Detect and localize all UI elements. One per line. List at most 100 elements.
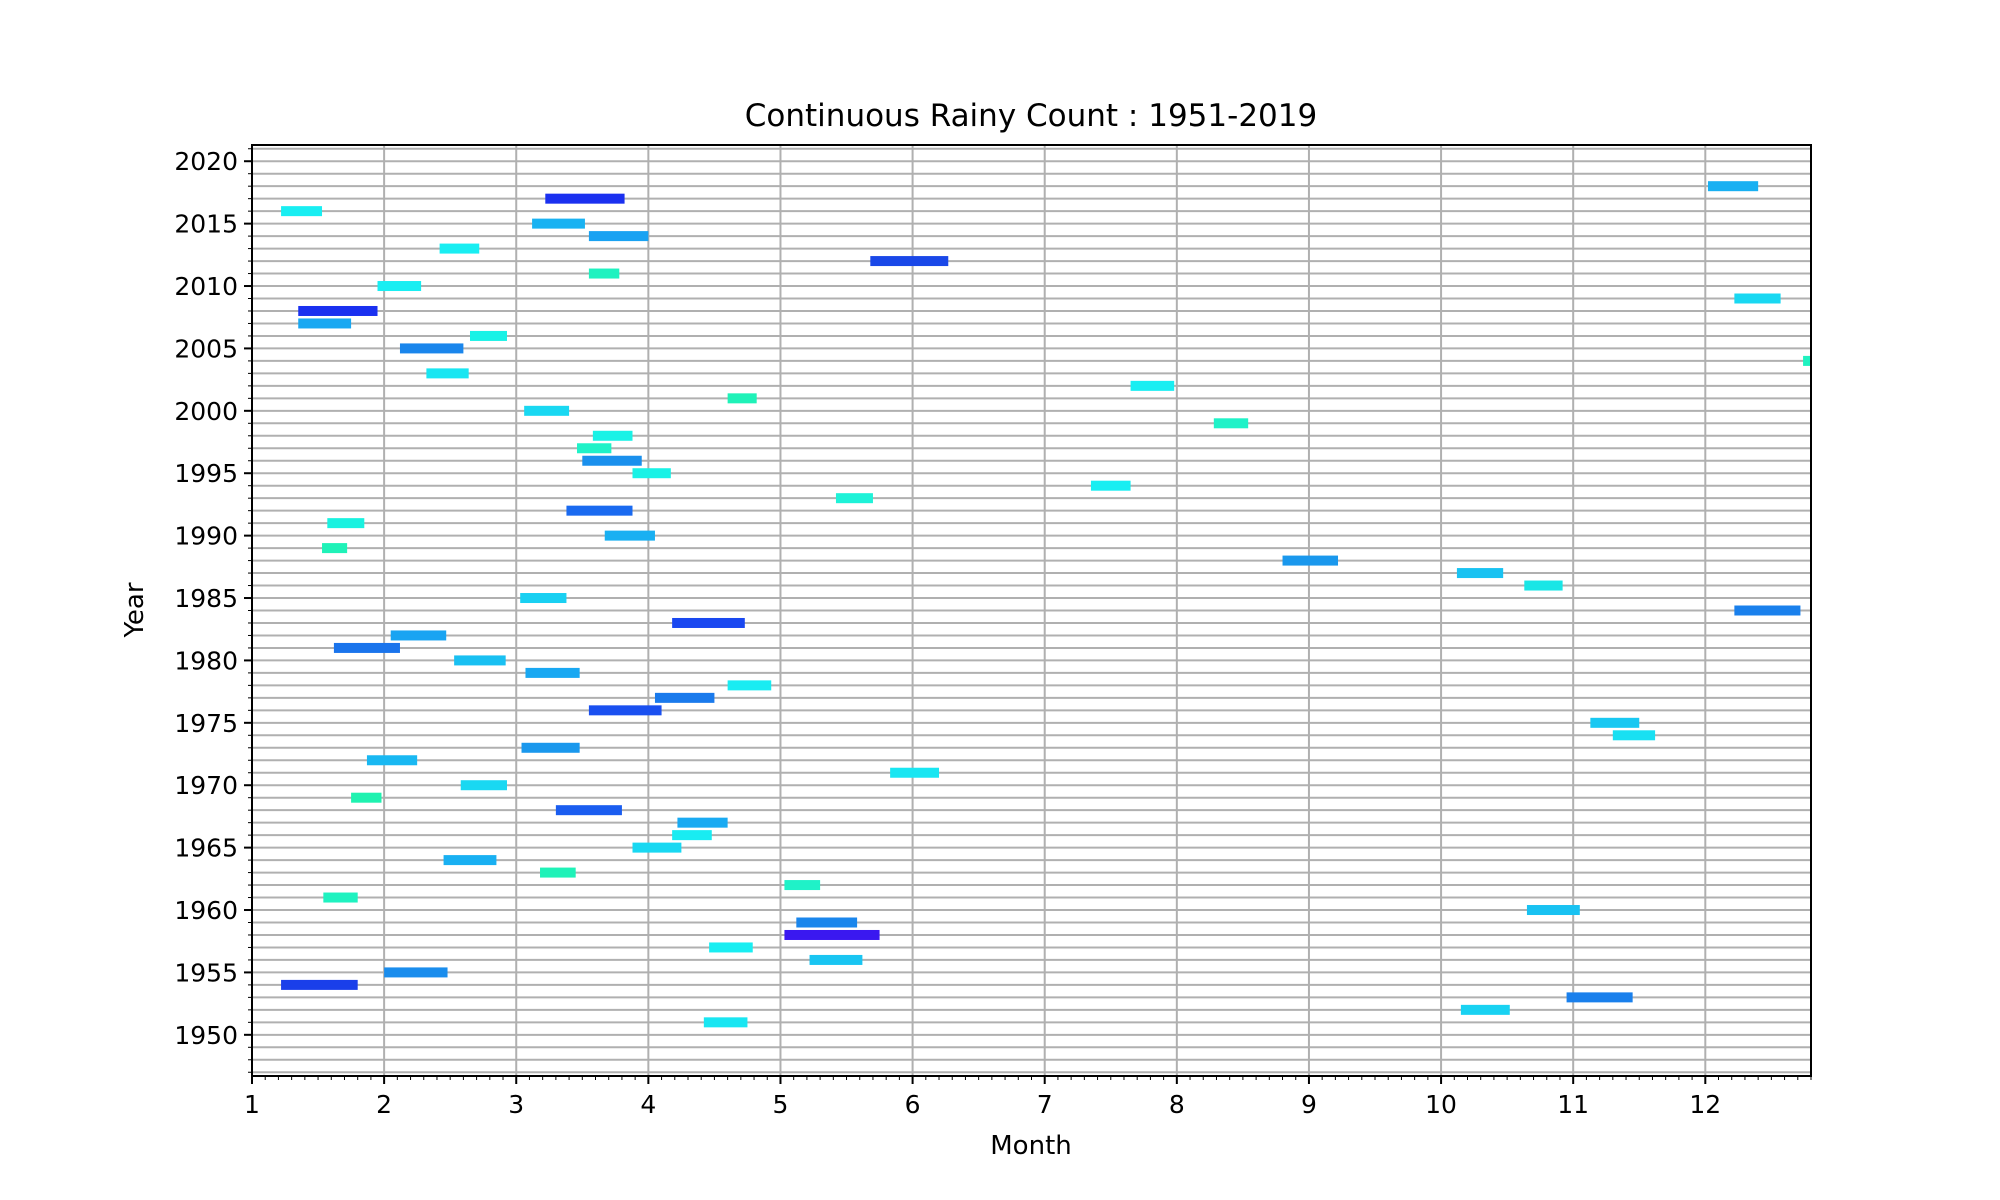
y-tick-label: 1955 <box>174 958 238 987</box>
rain-segment <box>1456 568 1504 579</box>
rain-segment <box>1734 605 1801 616</box>
rain-segment <box>588 705 662 716</box>
rain-segment <box>521 742 580 753</box>
ticks-layer: 1 2 3 4 5 6 7 8 9 10 11 121950195519601965197019751… <box>174 147 1812 1119</box>
rain-segment <box>281 979 358 990</box>
rain-segment <box>566 505 633 516</box>
x-tick-label: 10 <box>1425 1090 1457 1119</box>
x-tick-label: 8 <box>1169 1090 1185 1119</box>
rain-segment <box>322 543 348 554</box>
rain-segment <box>1612 730 1656 741</box>
y-tick-label: 1950 <box>174 1021 238 1050</box>
rain-segment <box>870 256 949 267</box>
rain-segment <box>540 867 576 878</box>
x-tick-label: 1 <box>244 1090 260 1119</box>
rain-segment <box>460 780 507 791</box>
x-tick-label: 6 <box>905 1090 921 1119</box>
rain-segment <box>592 430 633 441</box>
rain-segment <box>703 1017 748 1028</box>
x-tick-label: 11 <box>1557 1090 1589 1119</box>
y-tick-label: 1970 <box>174 771 238 800</box>
rain-segment <box>588 231 649 242</box>
rain-segment <box>588 268 620 279</box>
y-tick-label: 1990 <box>174 522 238 551</box>
rain-segment <box>582 455 642 466</box>
y-tick-label: 1960 <box>174 896 238 925</box>
rain-segment <box>784 880 821 891</box>
rain-segment <box>366 755 418 766</box>
rain-segment <box>384 967 448 978</box>
rain-segment <box>351 792 382 803</box>
y-tick-label: 1985 <box>174 584 238 613</box>
rain-segment <box>727 680 772 691</box>
rain-segment <box>298 305 378 316</box>
y-tick-label: 1965 <box>174 834 238 863</box>
rain-segment <box>1526 905 1580 916</box>
rain-segment <box>545 193 625 204</box>
rain-segment <box>890 767 940 778</box>
segments-layer <box>281 181 1811 1028</box>
y-tick-label: 1995 <box>174 459 238 488</box>
rain-segment <box>1524 580 1563 591</box>
rain-segment <box>399 343 464 354</box>
x-tick-label: 4 <box>640 1090 656 1119</box>
rain-segment <box>323 892 358 903</box>
rain-segment <box>1566 992 1633 1003</box>
y-tick-label: 2005 <box>174 334 238 363</box>
rain-segment <box>632 842 682 853</box>
rain-segment <box>443 855 497 866</box>
y-axis-title: Year <box>120 582 150 638</box>
y-tick-label: 2020 <box>174 147 238 176</box>
rain-segment <box>426 368 469 379</box>
chart-title: Continuous Rainy Count : 1951-2019 <box>745 98 1317 134</box>
rain-segment <box>1213 418 1249 429</box>
rain-segment <box>439 243 480 254</box>
x-tick-label: 9 <box>1301 1090 1317 1119</box>
rain-segment <box>784 929 880 940</box>
x-tick-label: 7 <box>1037 1090 1053 1119</box>
rain-segment <box>1460 1004 1510 1015</box>
rain-segment <box>632 468 671 479</box>
x-tick-label: 2 <box>376 1090 392 1119</box>
y-tick-label: 2000 <box>174 397 238 426</box>
x-axis-title: Month <box>990 1131 1072 1161</box>
rain-segment <box>809 954 863 965</box>
rain-segment <box>1734 293 1781 304</box>
rain-segment <box>1282 555 1339 566</box>
rain-segment <box>1590 717 1640 728</box>
x-tick-label: 3 <box>508 1090 524 1119</box>
rain-segment <box>835 493 873 504</box>
rain-segment <box>390 630 447 641</box>
rain-segment <box>520 593 567 604</box>
rain-segment <box>709 942 753 953</box>
grid-layer <box>251 145 1811 1076</box>
rain-segment <box>469 330 507 341</box>
rain-segment <box>677 817 728 828</box>
rain-segment <box>1130 380 1175 391</box>
rain-segment <box>524 405 570 416</box>
rain-segment <box>327 518 365 529</box>
rain-segment <box>555 805 622 816</box>
y-tick-label: 2015 <box>174 210 238 239</box>
rain-segment <box>333 642 400 653</box>
rain-segment <box>796 917 858 928</box>
rain-segment <box>604 530 655 541</box>
rain-segment <box>298 318 352 329</box>
rain-segment <box>1707 181 1759 192</box>
rain-segment <box>672 830 712 841</box>
rain-segment <box>672 617 745 628</box>
rain-segment <box>377 281 422 292</box>
y-tick-label: 1980 <box>174 646 238 675</box>
rain-segment <box>525 667 580 678</box>
x-tick-label: 12 <box>1689 1090 1721 1119</box>
rain-segment <box>654 692 715 703</box>
rain-segment <box>577 443 612 454</box>
y-tick-label: 1975 <box>174 709 238 738</box>
rain-segment <box>1090 480 1131 491</box>
rain-segment <box>532 218 585 229</box>
rain-segment <box>454 655 506 666</box>
y-tick-label: 2010 <box>174 272 238 301</box>
rain-segment <box>281 206 323 217</box>
